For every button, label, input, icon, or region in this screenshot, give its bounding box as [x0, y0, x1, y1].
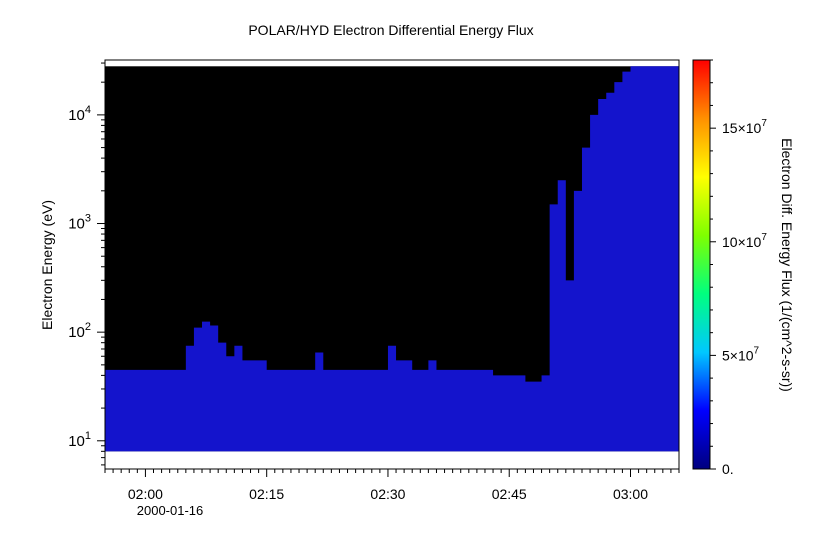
x-axis: 02:00 02:15 02:30 02:45 03:00 [104, 469, 680, 502]
y-tick-label: 103 [68, 213, 91, 233]
plot-frame [104, 59, 680, 470]
colorbar [692, 59, 711, 470]
x-tick-label: 02:15 [249, 486, 284, 502]
x-tick-label: 02:45 [492, 486, 527, 502]
colorbar-label: Electron Diff. Energy Flux (1/(cm^2-s-sr… [779, 138, 795, 392]
y-tick-label: 101 [68, 430, 91, 450]
x-axis-date-label: 2000-01-16 [137, 503, 204, 518]
plot-area [104, 59, 680, 470]
colorbar-tick-label: 0. [722, 461, 734, 477]
y-tick-label: 102 [68, 321, 91, 341]
x-tick-label: 02:00 [128, 486, 163, 502]
colorbar-tick-label: 5×107 [722, 345, 760, 363]
colorbar-tick-label: 15×107 [722, 118, 767, 136]
y-axis: 101 102 103 104 [68, 62, 105, 466]
x-tick-label: 02:30 [370, 486, 405, 502]
chart-title: POLAR/HYD Electron Differential Energy F… [248, 22, 533, 38]
colorbar-ticks: 0. 5×107 10×107 15×107 [710, 59, 767, 477]
flux-region [105, 66, 679, 452]
y-axis-label: Electron Energy (eV) [39, 200, 55, 330]
colorbar-gradient [693, 60, 710, 469]
y-tick-label: 104 [68, 104, 91, 124]
colorbar-tick-label: 10×107 [722, 232, 767, 250]
x-tick-label: 03:00 [613, 486, 648, 502]
